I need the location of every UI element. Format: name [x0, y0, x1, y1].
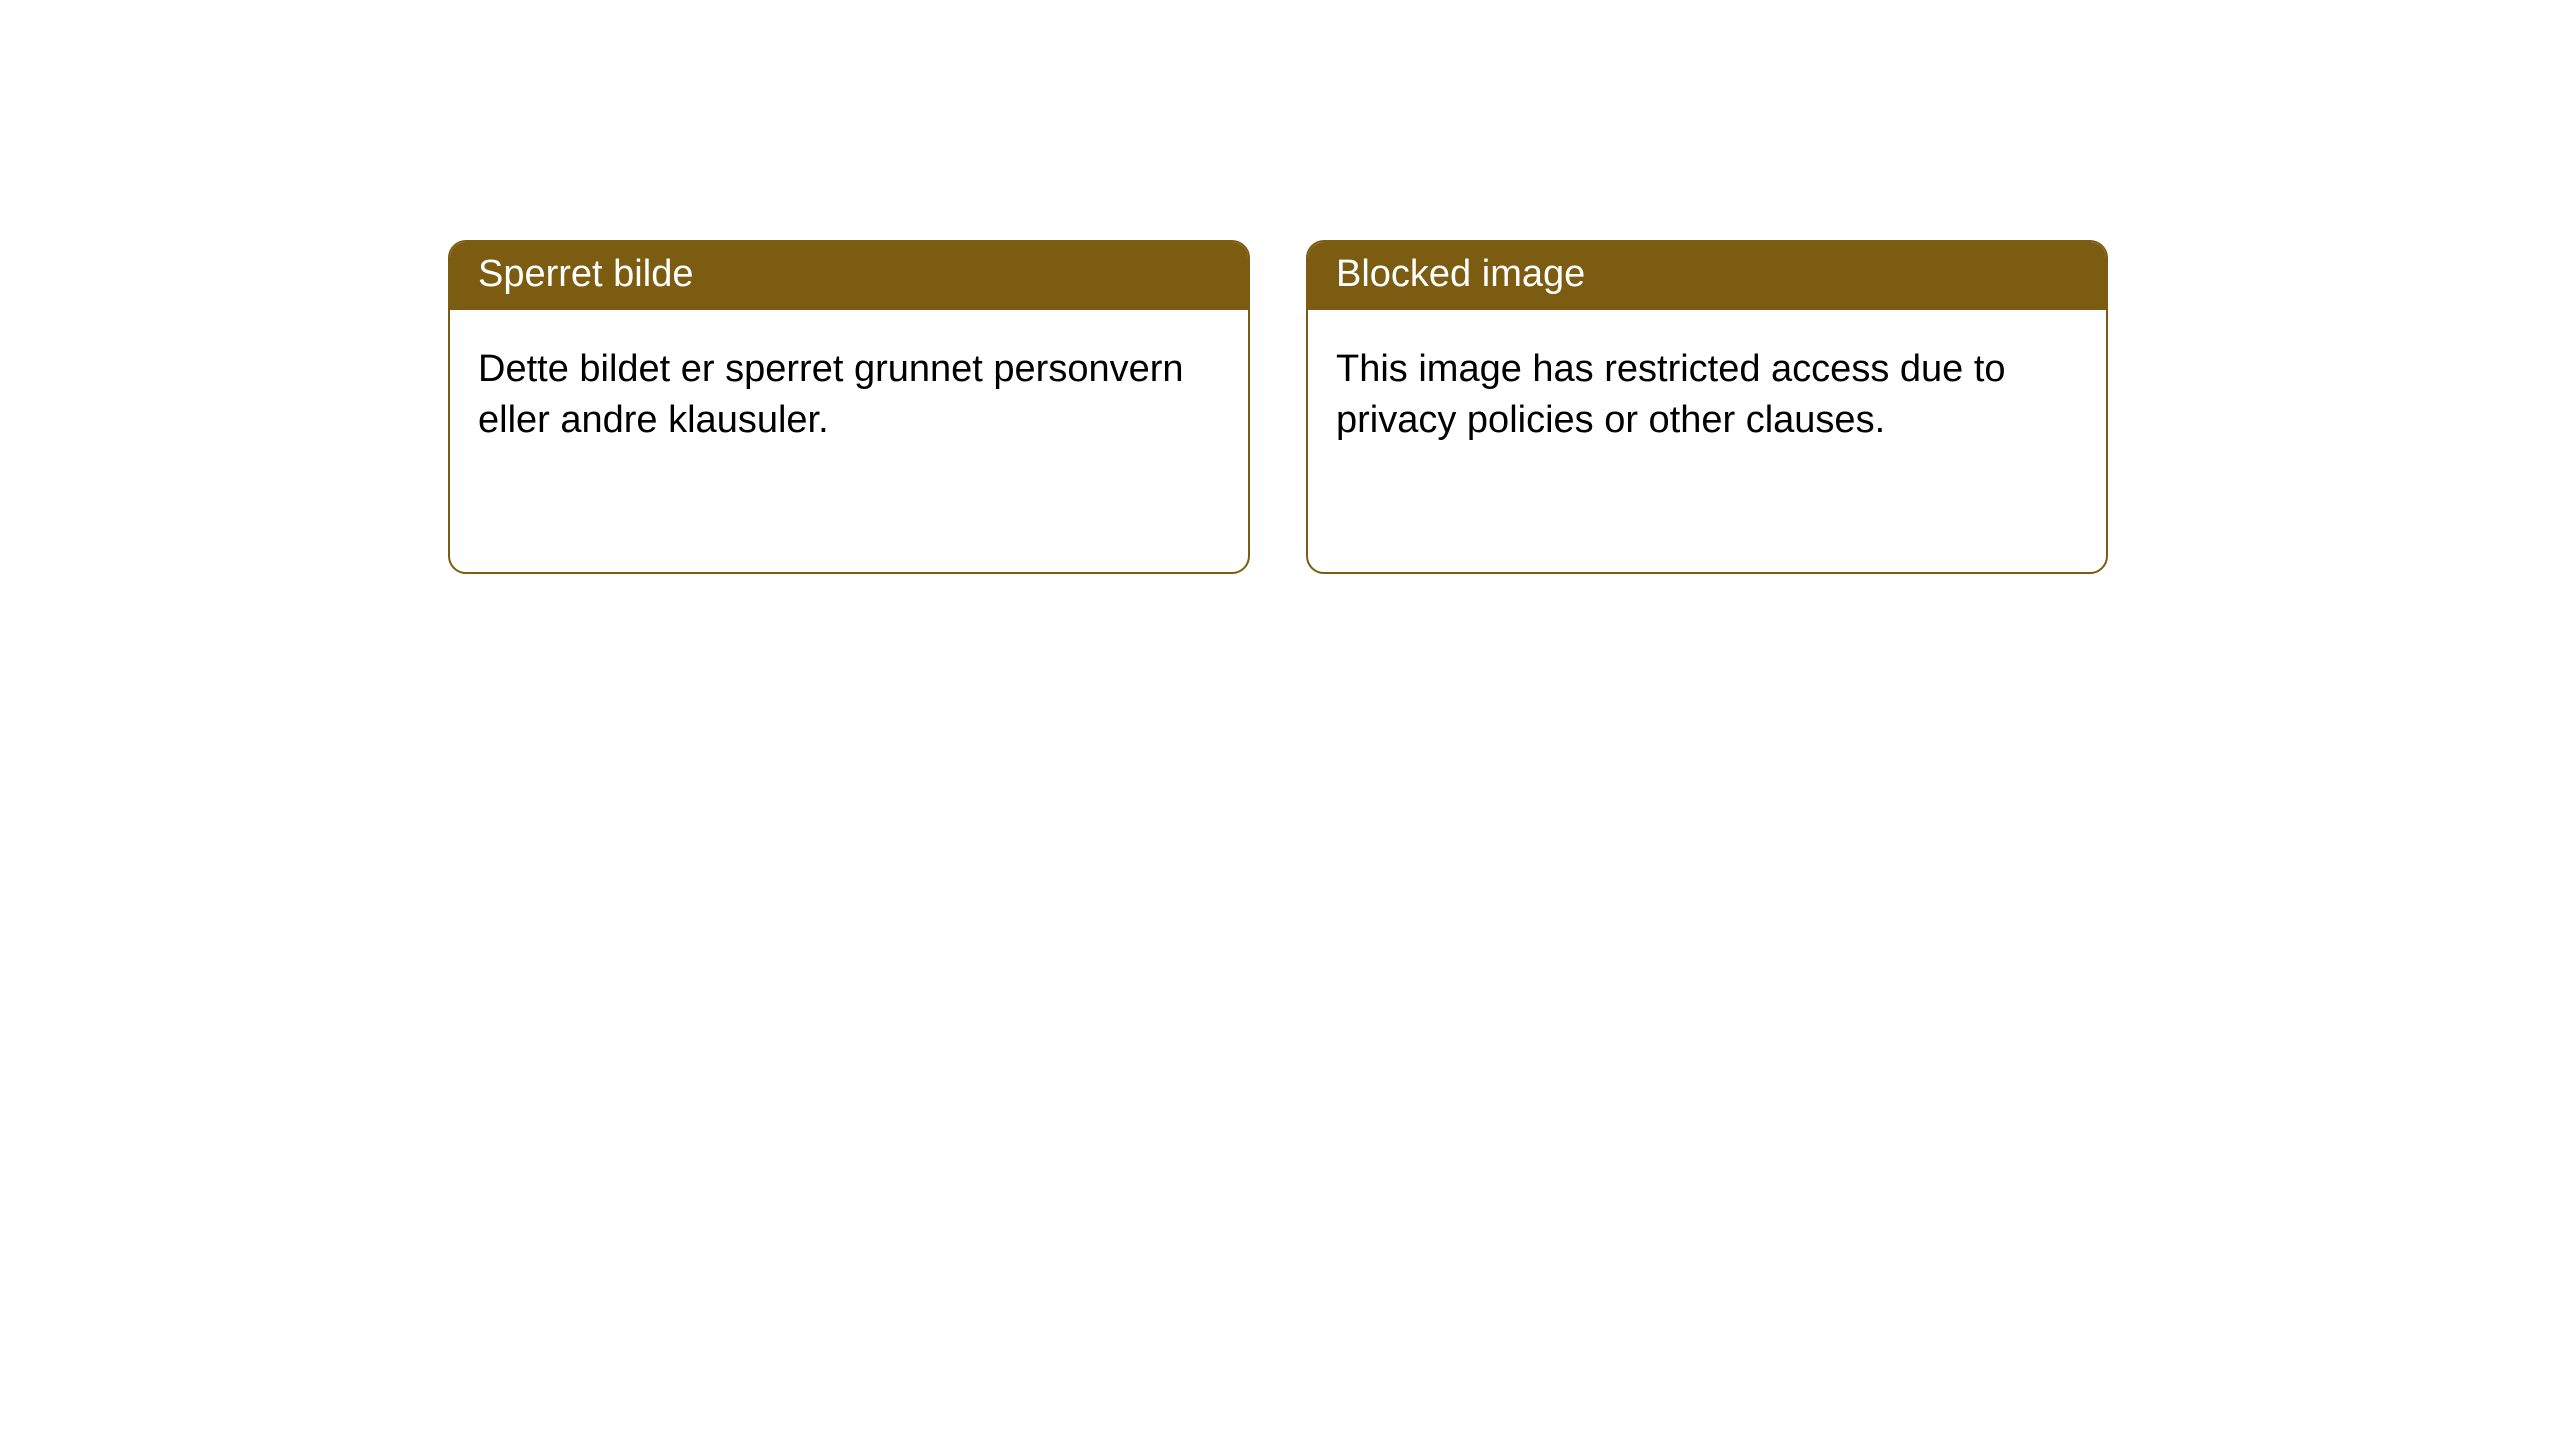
card-header-english: Blocked image [1308, 242, 2106, 310]
card-header-norwegian: Sperret bilde [450, 242, 1248, 310]
card-body-norwegian: Dette bildet er sperret grunnet personve… [450, 310, 1248, 481]
card-body-english: This image has restricted access due to … [1308, 310, 2106, 481]
notice-card-english: Blocked image This image has restricted … [1306, 240, 2108, 574]
notice-container: Sperret bilde Dette bildet er sperret gr… [0, 0, 2560, 574]
notice-card-norwegian: Sperret bilde Dette bildet er sperret gr… [448, 240, 1250, 574]
